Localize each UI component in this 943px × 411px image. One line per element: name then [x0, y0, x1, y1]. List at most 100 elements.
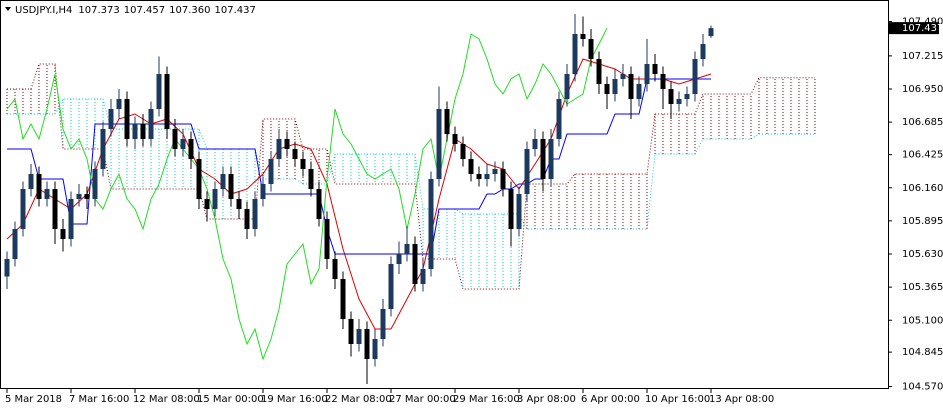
last-price-label: 107.437 [902, 23, 943, 34]
candle-body [100, 129, 106, 169]
y-tick-label: 106.685 [902, 117, 943, 128]
candle-body [676, 99, 682, 104]
candle-body [508, 189, 514, 229]
candle-body [60, 229, 66, 239]
candle-body [484, 174, 490, 179]
candle-body [420, 269, 426, 284]
last-price-box [889, 22, 939, 35]
quote-value: 107.360 [169, 5, 210, 16]
menu-triangle[interactable] [5, 7, 11, 11]
candle-body [372, 339, 378, 359]
candle-body [564, 74, 570, 99]
candle-body [92, 169, 98, 199]
candle-body [324, 219, 330, 259]
candle-body [108, 109, 114, 129]
candle-body [692, 59, 698, 94]
candle-body [148, 109, 154, 139]
y-tick-label: 105.895 [902, 216, 943, 227]
x-tick-label: 12 Mar 08:00 [133, 394, 200, 405]
candle-body [132, 124, 138, 139]
candle-body [220, 174, 226, 189]
candle-body [12, 229, 18, 259]
candle-body [620, 74, 626, 79]
candle-body [308, 169, 314, 189]
candle-body [36, 174, 42, 199]
indicator-line [7, 78, 711, 255]
candle-body [228, 174, 234, 199]
y-tick-label: 107.215 [902, 51, 943, 62]
candle-body [596, 59, 602, 84]
candle-body [644, 64, 650, 84]
candle-body [548, 139, 554, 179]
candle-body [172, 129, 178, 149]
candle-body [444, 109, 450, 134]
candle-body [156, 74, 162, 109]
candle-body [140, 124, 146, 139]
candle-body [492, 169, 498, 174]
candle-body [588, 39, 594, 59]
candle-body [684, 94, 690, 99]
candle-body [188, 139, 194, 159]
candle-body [660, 74, 666, 89]
header: USDJPY.I,H4 [15, 5, 72, 16]
y-tick-label: 105.100 [902, 315, 943, 326]
candle-body [356, 329, 362, 344]
candle-body [276, 139, 282, 159]
candle-body [668, 89, 674, 104]
x-tick-label: 7 Mar 16:00 [69, 394, 129, 405]
x-tick-label: 22 Mar 08:00 [325, 394, 392, 405]
candle-body [540, 139, 546, 179]
indicator-line [6, 27, 608, 361]
symbol: USDJPY.I,H4 [15, 5, 72, 16]
candle-body [300, 159, 306, 169]
candle-body [556, 99, 562, 139]
quote-value: 107.437 [214, 5, 255, 16]
candle-body [252, 199, 258, 229]
candle-body [44, 189, 50, 199]
y-tick-label: 105.630 [902, 249, 943, 260]
candle-body [116, 99, 122, 109]
candle-body [604, 84, 610, 94]
x-tick-label: 5 Mar 2018 [5, 394, 62, 405]
candle-body [164, 74, 170, 129]
candle-body [316, 189, 322, 219]
candle-body [468, 159, 474, 174]
candle-body [124, 99, 130, 139]
candle-body [524, 149, 530, 194]
quote-value: 107.373 [78, 5, 119, 16]
x-tick-label: 15 Mar 00:00 [197, 394, 264, 405]
candle-body [204, 199, 210, 209]
candle-body [412, 244, 418, 284]
y-tick-label: 106.160 [902, 183, 943, 194]
x-tick-label: 10 Apr 16:00 [645, 394, 710, 405]
y-tick-label: 104.845 [902, 347, 943, 358]
quote-value: 107.457 [124, 5, 165, 16]
candle-body [404, 244, 410, 254]
candle-body [68, 199, 74, 239]
candle-body [244, 209, 250, 229]
y-tick-label: 106.425 [902, 150, 943, 161]
candle-body [84, 194, 90, 199]
candle-body [332, 259, 338, 279]
candle-body [532, 139, 538, 149]
candle-body [460, 144, 466, 159]
candle-body [4, 259, 10, 277]
candle-body [708, 28, 714, 37]
x-tick-label: 13 Apr 08:00 [709, 394, 774, 405]
candle-body [196, 159, 202, 199]
candle-body [452, 134, 458, 144]
x-tick-label: 6 Apr 00:00 [581, 394, 640, 405]
candle-body [76, 194, 82, 199]
candle-body [636, 84, 642, 99]
candle-body [580, 34, 586, 39]
candle-body [180, 139, 186, 149]
candle-body [52, 189, 58, 229]
candle-body [284, 139, 290, 149]
candle-body [612, 79, 618, 94]
x-tick-label: 19 Mar 16:00 [261, 394, 328, 405]
candle-body [500, 169, 506, 189]
y-tick-label: 105.365 [902, 282, 943, 293]
y-tick-label: 106.950 [902, 84, 943, 95]
y-tick-label: 107.490 [902, 17, 943, 28]
